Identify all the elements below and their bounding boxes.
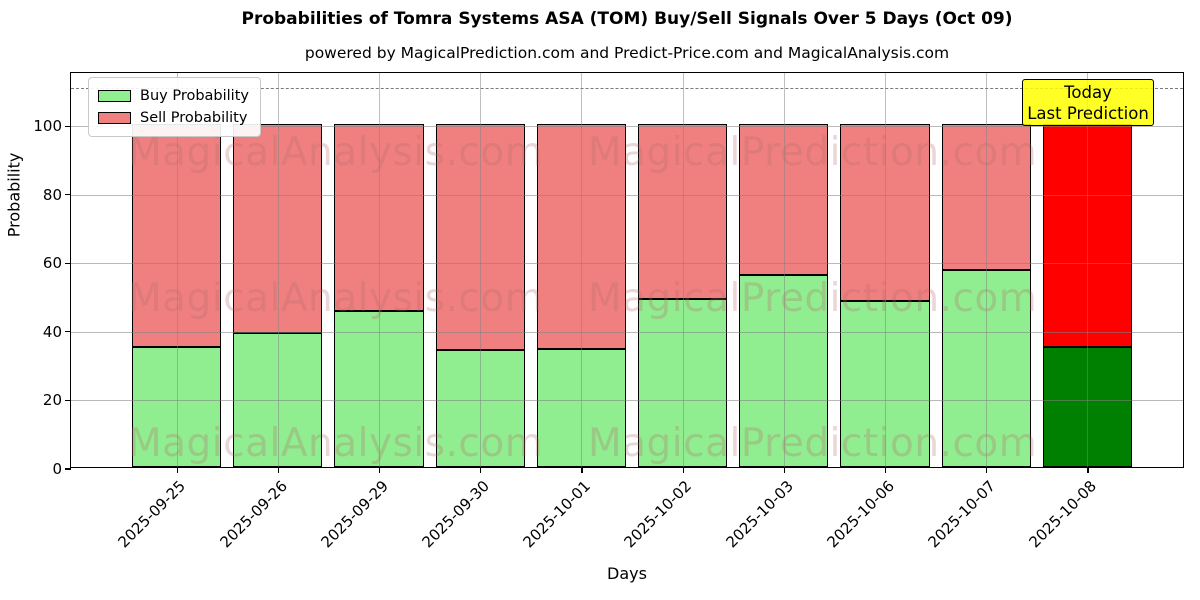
bar-slot-2025-10-08: 2025-10-08	[1026, 73, 1138, 551]
h-gridline	[71, 194, 1183, 196]
x-tick-label: 2025-10-06	[823, 477, 898, 552]
x-tick-mark	[1087, 467, 1089, 473]
v-gridline	[581, 73, 583, 467]
y-tick-label: 0	[52, 460, 62, 478]
x-tick-mark	[783, 467, 785, 473]
v-gridline	[176, 73, 178, 467]
y-tick-mark	[65, 262, 71, 264]
x-tick-label: 2025-10-08	[1025, 477, 1101, 552]
y-tick-label: 60	[42, 254, 62, 273]
bar-slot-2025-10-02: 2025-10-02	[621, 73, 733, 551]
bar-slot-2025-10-03: 2025-10-03	[722, 73, 834, 551]
y-axis-label: Probability	[4, 152, 24, 238]
y-tick-mark	[65, 125, 71, 127]
v-gridline	[379, 73, 380, 467]
sell-bar-2025-10-03	[739, 124, 829, 275]
x-tick-label: 2025-10-03	[722, 477, 797, 552]
y-tick-mark	[65, 331, 71, 333]
y-tick-label: 100	[33, 117, 62, 136]
h-gridline	[71, 126, 1183, 128]
y-tick-mark	[65, 399, 71, 402]
x-tick-mark	[379, 467, 381, 473]
annotation-line-1: Today	[1064, 82, 1112, 102]
bar-slot-2025-09-30: 2025-09-30	[419, 73, 531, 551]
buy-bar-2025-10-03	[739, 275, 829, 467]
chart-subtitle: powered by MagicalPrediction.com and Pre…	[304, 44, 950, 62]
buy-bar-2025-09-30	[435, 350, 525, 467]
plot-area: 2025-09-25 2025-09-26 2025-09-29 2025-09-30…	[33, 72, 1184, 551]
bar-slot-2025-10-06: 2025-10-06	[823, 73, 935, 551]
buy-bar-2025-09-25	[132, 347, 222, 467]
sell-bar-2025-09-25	[132, 124, 222, 347]
x-tick-mark	[682, 467, 684, 473]
v-gridline	[480, 73, 482, 467]
buy-bar-2025-10-01	[536, 348, 626, 467]
sell-bar-2025-10-08	[1042, 124, 1132, 347]
v-gridline	[277, 73, 279, 467]
buy-bar-2025-09-26	[233, 333, 323, 467]
x-tick-label: 2025-09-29	[317, 477, 392, 552]
bar-slot-2025-09-26: 2025-09-26	[216, 73, 328, 551]
sell-swatch-icon	[98, 112, 131, 124]
v-gridline	[986, 73, 988, 467]
annotation-line-2: Last Prediction	[1027, 103, 1149, 123]
x-axis-label: Days	[607, 564, 647, 583]
buy-swatch-icon	[98, 90, 131, 102]
x-tick-mark	[480, 467, 482, 473]
legend-item-buy: Buy Probability	[98, 85, 249, 107]
sell-bar-2025-10-07	[941, 124, 1031, 270]
x-tick-mark	[581, 467, 583, 473]
v-gridline	[1087, 73, 1089, 467]
bar-slot-2025-10-07: 2025-10-07	[925, 73, 1037, 551]
sell-bar-2025-10-06	[840, 124, 930, 301]
legend-item-sell: Sell Probability	[98, 107, 249, 129]
x-tick-label: 2025-09-26	[216, 477, 291, 552]
buy-bar-2025-09-29	[334, 311, 424, 467]
legend-label-sell: Sell Probability	[140, 110, 248, 126]
bar-slot-2025-09-29: 2025-09-29	[317, 73, 429, 551]
x-tick-label: 2025-10-07	[924, 477, 999, 552]
x-tick-mark	[176, 467, 178, 473]
x-tick-label: 2025-09-30	[418, 477, 493, 552]
x-tick-label: 2025-10-01	[519, 477, 595, 552]
legend-label-buy: Buy Probability	[140, 88, 249, 104]
y-tick-mark	[65, 468, 71, 470]
buy-bar-2025-10-07	[941, 269, 1031, 467]
x-tick-mark	[885, 467, 887, 473]
sell-bar-2025-10-01	[536, 124, 626, 349]
y-tick-label: 40	[42, 322, 62, 341]
buy-bar-2025-10-06	[840, 300, 930, 467]
sell-bar-2025-09-30	[435, 124, 525, 351]
bar-slot-2025-10-01: 2025-10-01	[520, 73, 632, 551]
v-gridline	[885, 73, 887, 467]
x-tick-mark	[277, 467, 279, 473]
y-tick-label: 80	[42, 185, 62, 204]
h-gridline	[71, 331, 1183, 333]
buy-bar-2025-10-08	[1042, 347, 1132, 467]
v-gridline	[682, 73, 684, 467]
v-gridline	[783, 73, 785, 467]
h-gridline	[71, 263, 1183, 265]
sell-bar-2025-09-26	[233, 124, 323, 334]
x-tick-mark	[986, 467, 988, 473]
today-annotation: Today Last Prediction	[1022, 79, 1154, 126]
sell-bar-2025-09-29	[334, 124, 424, 311]
bars-container: 2025-09-25 2025-09-26 2025-09-29 2025-09-30…	[115, 73, 1138, 551]
buy-bar-2025-10-02	[638, 299, 728, 467]
sell-bar-2025-10-02	[638, 124, 728, 299]
y-tick-mark	[65, 194, 71, 196]
dashed-reference-line	[71, 88, 1183, 90]
x-tick-label: 2025-09-25	[114, 477, 190, 552]
bar-slot-2025-09-25: 2025-09-25	[115, 73, 227, 551]
h-gridline	[71, 400, 1183, 402]
legend: Buy Probability Sell Probability	[88, 77, 261, 137]
y-tick-label: 20	[42, 391, 62, 410]
chart-title: Probabilities of Tomra Systems ASA (TOM)…	[241, 9, 1013, 29]
x-tick-label: 2025-10-02	[620, 477, 696, 552]
